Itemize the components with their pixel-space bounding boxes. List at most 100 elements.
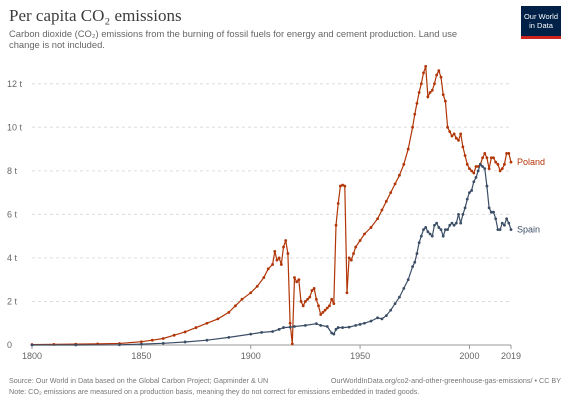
data-point-spain <box>389 308 393 312</box>
source-url[interactable]: OurWorldInData.org/co2-and-other-greenho… <box>330 376 561 385</box>
data-point-poland <box>485 156 489 160</box>
logo-line2: in Data <box>529 21 553 30</box>
owid-logo[interactable]: Our World in Data <box>521 6 561 39</box>
data-point-poland <box>507 152 511 155</box>
data-point-spain <box>459 221 463 225</box>
data-point-poland <box>468 167 471 171</box>
data-point-spain <box>441 234 445 238</box>
series-label-poland: Poland <box>517 157 545 167</box>
data-point-poland <box>354 245 358 249</box>
data-point-spain <box>430 234 434 238</box>
y-tick-label: 0 <box>7 340 12 350</box>
data-point-spain <box>358 322 362 326</box>
data-point-poland <box>262 276 266 279</box>
data-point-poland <box>288 321 292 325</box>
series-line-spain[interactable] <box>32 163 512 346</box>
data-point-poland <box>282 245 285 249</box>
data-point-spain <box>413 260 417 264</box>
data-point-poland <box>498 169 502 173</box>
data-point-poland <box>389 191 393 195</box>
data-point-spain <box>426 230 430 234</box>
data-point-spain <box>419 234 423 238</box>
data-point-poland <box>505 152 509 155</box>
data-point-poland <box>314 297 318 301</box>
data-point-poland <box>463 154 467 158</box>
data-point-spain <box>341 326 344 329</box>
data-point-spain <box>205 338 209 342</box>
data-point-spain <box>505 217 509 221</box>
x-tick-label: 1900 <box>241 351 261 361</box>
series-lines <box>30 64 513 347</box>
data-point-spain <box>461 212 465 216</box>
data-point-poland <box>308 295 312 299</box>
data-point-poland <box>194 326 198 329</box>
data-point-poland <box>417 91 421 94</box>
data-point-poland <box>347 256 351 260</box>
data-point-poland <box>459 132 463 136</box>
chart-subtitle: Carbon dioxide (CO₂) emissions from the … <box>9 28 458 50</box>
series-labels: Poland Spain <box>517 157 545 234</box>
data-point-poland <box>343 184 347 188</box>
data-point-spain <box>249 332 253 336</box>
data-point-poland <box>349 258 353 262</box>
data-point-poland <box>295 280 299 284</box>
data-point-poland <box>328 304 331 308</box>
data-point-spain <box>325 325 329 328</box>
data-point-spain <box>384 314 388 318</box>
y-tick-label: 2 t <box>7 296 18 306</box>
data-point-spain <box>437 226 441 229</box>
y-tick-label: 12 t <box>7 79 23 89</box>
data-point-poland <box>430 88 434 92</box>
data-point-spain <box>139 342 143 346</box>
data-point-poland <box>457 138 460 142</box>
data-point-poland <box>380 208 384 212</box>
data-point-spain <box>74 343 78 347</box>
data-point-poland <box>172 333 176 337</box>
data-point-spain <box>363 321 366 325</box>
data-point-poland <box>304 300 307 303</box>
data-point-spain <box>446 228 449 232</box>
data-point-spain <box>503 223 506 227</box>
data-point-poland <box>321 310 325 314</box>
data-point-spain <box>417 241 421 245</box>
data-point-spain <box>347 325 351 329</box>
data-point-poland <box>472 171 476 175</box>
data-point-poland <box>341 183 344 187</box>
data-point-spain <box>336 326 340 329</box>
data-point-poland <box>299 300 303 303</box>
data-point-poland <box>452 132 456 136</box>
data-point-spain <box>271 330 274 333</box>
x-tick-label: 1800 <box>22 351 42 361</box>
data-point-spain <box>376 316 379 320</box>
data-point-spain <box>369 319 373 323</box>
data-point-poland <box>422 71 425 75</box>
data-point-poland <box>325 306 329 310</box>
data-point-spain <box>183 340 187 344</box>
data-point-poland <box>441 93 445 97</box>
data-point-poland <box>338 184 342 188</box>
data-point-poland <box>481 156 484 160</box>
data-point-spain <box>443 228 447 232</box>
data-point-poland <box>487 167 491 171</box>
series-line-poland[interactable] <box>31 66 512 346</box>
data-point-poland <box>319 313 323 316</box>
data-point-spain <box>463 206 467 210</box>
data-point-spain <box>277 327 281 331</box>
data-point-poland <box>470 169 474 173</box>
data-point-poland <box>465 162 469 166</box>
grid-lines <box>32 83 511 346</box>
data-point-poland <box>363 232 366 236</box>
data-point-spain <box>476 169 480 173</box>
data-point-spain <box>30 343 34 347</box>
data-point-poland <box>454 136 458 140</box>
data-point-spain <box>487 206 491 210</box>
data-point-poland <box>461 145 465 149</box>
data-point-spain <box>496 228 500 232</box>
data-point-spain <box>494 217 498 221</box>
data-point-poland <box>332 302 336 306</box>
data-point-spain <box>332 332 336 336</box>
data-point-poland <box>334 223 338 227</box>
data-point-poland <box>240 297 244 301</box>
data-point-spain <box>500 221 504 225</box>
data-point-poland <box>500 167 504 171</box>
